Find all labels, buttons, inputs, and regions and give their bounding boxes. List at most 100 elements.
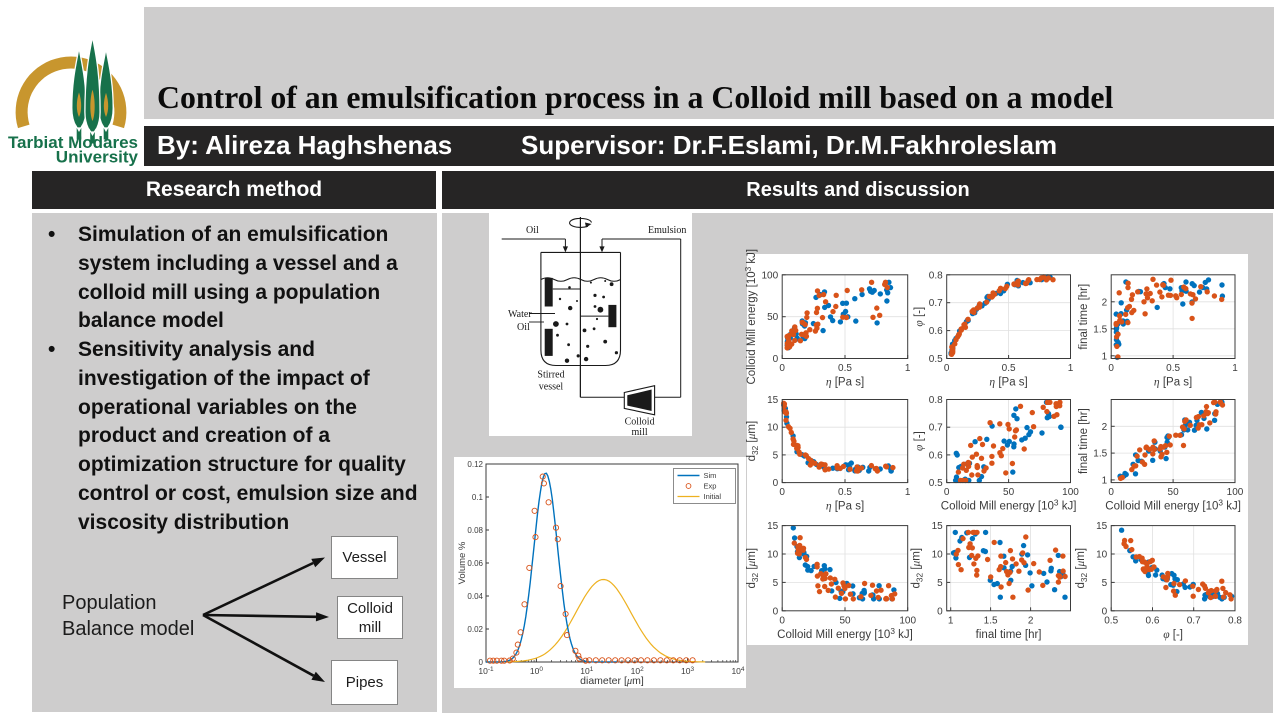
svg-text:d32 [μm]: d32 [μm]: [746, 548, 760, 589]
svg-text:15: 15: [932, 521, 944, 532]
svg-text:1: 1: [905, 487, 911, 498]
svg-text:0.6: 0.6: [929, 326, 943, 337]
svg-text:5: 5: [1102, 578, 1108, 589]
svg-text:50: 50: [767, 312, 779, 323]
svg-text:η [Pa s]: η [Pa s]: [1154, 377, 1192, 389]
svg-text:0: 0: [479, 658, 484, 667]
svg-text:φ [-]: φ [-]: [914, 307, 926, 327]
svg-text:0: 0: [944, 487, 950, 498]
svg-text:2: 2: [1028, 615, 1034, 626]
svg-text:Tarbiat Modares: Tarbiat Modares: [8, 133, 138, 152]
svg-text:vessel: vessel: [539, 382, 564, 393]
svg-text:Oil: Oil: [526, 225, 539, 236]
svg-text:0: 0: [773, 354, 779, 365]
svg-text:1.5: 1.5: [1093, 449, 1107, 460]
svg-text:5: 5: [937, 578, 943, 589]
svg-text:10-1: 10-1: [478, 666, 494, 676]
svg-text:15: 15: [767, 395, 779, 406]
svg-text:0: 0: [1108, 363, 1114, 374]
svg-text:Colloid Mill energy [103 kJ]: Colloid Mill energy [103 kJ]: [777, 626, 913, 641]
svg-text:Sim: Sim: [704, 471, 717, 480]
svg-text:0.5: 0.5: [1166, 363, 1180, 374]
svg-text:Exp: Exp: [704, 482, 717, 491]
svg-text:0: 0: [779, 615, 785, 626]
svg-text:0.7: 0.7: [1187, 615, 1201, 626]
svg-text:φ [-]: φ [-]: [914, 431, 926, 451]
svg-text:Oil: Oil: [517, 322, 530, 333]
svg-text:d32 [μm]: d32 [μm]: [1075, 548, 1089, 589]
svg-text:103: 103: [681, 666, 694, 676]
svg-text:1.5: 1.5: [1093, 324, 1107, 335]
svg-text:Colloid: Colloid: [625, 417, 655, 428]
svg-text:1: 1: [905, 363, 911, 374]
svg-text:0: 0: [779, 487, 785, 498]
svg-text:mill: mill: [632, 427, 648, 436]
svg-text:Water: Water: [508, 309, 532, 320]
svg-text:50: 50: [1003, 487, 1015, 498]
svg-text:Volume %: Volume %: [457, 541, 468, 584]
svg-text:0.12: 0.12: [467, 460, 483, 469]
svg-text:0: 0: [773, 606, 779, 617]
svg-text:0.7: 0.7: [929, 298, 943, 309]
svg-text:η [Pa s]: η [Pa s]: [826, 501, 864, 513]
svg-text:d32 [μm]: d32 [μm]: [746, 421, 760, 462]
svg-text:50: 50: [1168, 487, 1180, 498]
svg-text:10: 10: [767, 423, 779, 434]
svg-text:5: 5: [773, 578, 779, 589]
svg-text:0.5: 0.5: [1104, 615, 1118, 626]
svg-text:0: 0: [1108, 487, 1114, 498]
svg-text:Stirred: Stirred: [537, 370, 564, 381]
svg-text:Emulsion: Emulsion: [648, 225, 686, 236]
svg-text:0.08: 0.08: [467, 526, 483, 535]
svg-text:2: 2: [1102, 422, 1108, 433]
svg-text:10: 10: [1096, 550, 1108, 561]
svg-text:100: 100: [899, 615, 916, 626]
svg-text:University: University: [56, 148, 139, 167]
svg-text:1: 1: [1232, 363, 1238, 374]
svg-text:2: 2: [1102, 297, 1108, 308]
svg-text:0.8: 0.8: [929, 270, 943, 281]
svg-text:φ [-]: φ [-]: [1163, 629, 1183, 641]
svg-text:0.6: 0.6: [1146, 615, 1160, 626]
svg-text:final time [hr]: final time [hr]: [976, 629, 1042, 641]
svg-text:0.5: 0.5: [929, 354, 943, 365]
svg-text:104: 104: [731, 666, 744, 676]
svg-text:100: 100: [530, 666, 543, 676]
svg-text:0: 0: [779, 363, 785, 374]
svg-text:10: 10: [767, 550, 779, 561]
svg-text:0.5: 0.5: [838, 363, 852, 374]
svg-text:d32 [μm]: d32 [μm]: [911, 548, 925, 589]
svg-text:1: 1: [1102, 475, 1108, 486]
svg-text:100: 100: [1062, 487, 1079, 498]
svg-text:10: 10: [932, 550, 944, 561]
svg-text:η [Pa s]: η [Pa s]: [826, 377, 864, 389]
svg-text:102: 102: [631, 666, 644, 676]
svg-text:100: 100: [762, 270, 779, 281]
svg-text:1: 1: [948, 615, 954, 626]
svg-text:0.5: 0.5: [929, 478, 943, 489]
svg-text:Colloid Mill energy [103 kJ]: Colloid Mill energy [103 kJ]: [941, 498, 1077, 513]
svg-text:0.5: 0.5: [838, 487, 852, 498]
svg-text:0: 0: [773, 478, 779, 489]
svg-text:1: 1: [1102, 351, 1108, 362]
svg-text:5: 5: [773, 450, 779, 461]
svg-text:0: 0: [1102, 606, 1108, 617]
svg-text:50: 50: [839, 615, 851, 626]
svg-text:0.5: 0.5: [1002, 363, 1016, 374]
svg-text:15: 15: [767, 521, 779, 532]
svg-text:0.1: 0.1: [472, 493, 484, 502]
svg-text:1: 1: [1068, 363, 1074, 374]
svg-text:0.6: 0.6: [929, 450, 943, 461]
svg-text:final time [hr]: final time [hr]: [1078, 408, 1090, 474]
svg-text:final time [hr]: final time [hr]: [1078, 284, 1090, 350]
svg-text:0.06: 0.06: [467, 559, 483, 568]
svg-text:Colloid Mill energy [103 kJ]: Colloid Mill energy [103 kJ]: [1105, 498, 1241, 513]
svg-text:1.5: 1.5: [984, 615, 998, 626]
svg-text:101: 101: [580, 666, 593, 676]
svg-text:0.02: 0.02: [467, 625, 483, 634]
svg-text:0.04: 0.04: [467, 592, 483, 601]
svg-text:0: 0: [944, 363, 950, 374]
svg-text:Colloid Mill energy [103 kJ]: Colloid Mill energy [103 kJ]: [743, 249, 758, 385]
svg-text:0.8: 0.8: [1228, 615, 1242, 626]
svg-text:0.7: 0.7: [929, 423, 943, 434]
